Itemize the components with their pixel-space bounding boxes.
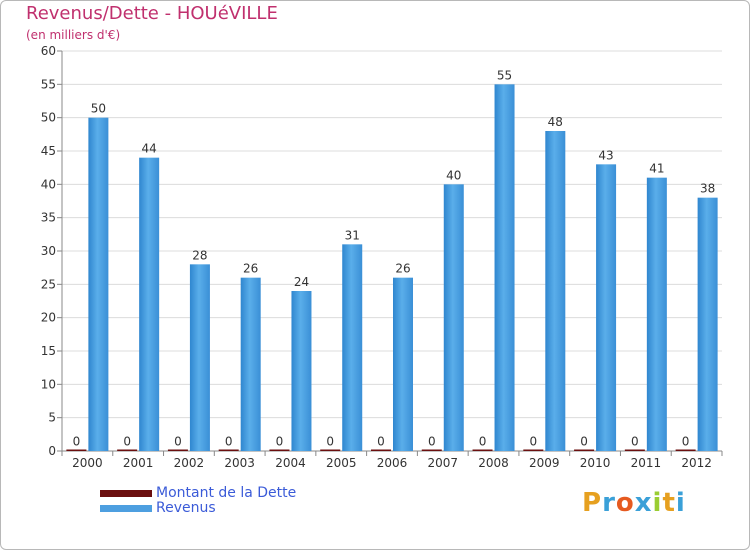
bar-dette: [624, 449, 645, 451]
data-label-dette: 0: [682, 435, 690, 449]
legend-label-dette: Montant de la Dette: [156, 485, 297, 501]
bar-dette: [117, 449, 138, 451]
bar-dette: [421, 449, 442, 451]
data-label-revenus: 38: [700, 182, 715, 196]
bar-revenus: [139, 157, 160, 451]
x-tick-label: 2001: [123, 456, 154, 470]
logo-letter: o: [615, 488, 635, 518]
data-label-revenus: 26: [395, 262, 410, 276]
data-label-revenus: 24: [294, 275, 309, 289]
bar-revenus: [342, 244, 363, 451]
data-label-revenus: 40: [446, 168, 461, 182]
data-label-dette: 0: [73, 435, 81, 449]
x-tick-label: 2002: [174, 456, 205, 470]
data-label-revenus: 28: [192, 248, 207, 262]
y-tick-label: 30: [41, 244, 56, 258]
legend-label-revenus: Revenus: [156, 500, 216, 516]
data-label-dette: 0: [276, 435, 284, 449]
x-tick-label: 2011: [631, 456, 662, 470]
chart-subtitle: (en milliers d'€): [26, 28, 121, 42]
data-label-revenus: 26: [243, 262, 258, 276]
bar-revenus: [596, 164, 617, 452]
bar-dette: [218, 449, 239, 451]
y-tick-label: 50: [41, 111, 56, 125]
bar-dette: [371, 449, 391, 451]
y-tick-label: 45: [41, 144, 56, 158]
data-label-revenus: 43: [598, 148, 613, 162]
data-label-revenus: 41: [649, 162, 664, 176]
bar-revenus: [189, 264, 210, 451]
data-label-dette: 0: [123, 435, 131, 449]
data-label-dette: 0: [326, 435, 334, 449]
y-tick-label: 40: [41, 177, 56, 191]
x-tick-label: 2004: [275, 456, 306, 470]
logo-letter: t: [662, 488, 676, 518]
data-label-dette: 0: [428, 435, 436, 449]
y-tick-label: 20: [41, 311, 56, 325]
data-label-dette: 0: [377, 435, 385, 449]
bar-revenus: [443, 184, 464, 452]
x-tick-label: 2003: [224, 456, 255, 470]
data-label-dette: 0: [580, 435, 588, 449]
y-tick-label: 35: [41, 211, 56, 225]
x-tick-label: 2010: [580, 456, 611, 470]
logo-letter: r: [602, 488, 616, 518]
y-tick-label: 15: [41, 344, 56, 358]
data-label-dette: 0: [479, 435, 487, 449]
y-tick-label: 5: [48, 411, 56, 425]
x-tick-label: 2008: [478, 456, 509, 470]
data-label-revenus: 48: [548, 115, 563, 129]
data-label-revenus: 31: [345, 228, 360, 242]
bar-dette: [66, 449, 87, 451]
bar-revenus: [646, 177, 667, 451]
legend-swatch-dette: [100, 490, 152, 497]
chart-title: Revenus/Dette - HOUéVILLE: [26, 3, 278, 24]
data-label-dette: 0: [174, 435, 182, 449]
bar-dette: [574, 449, 595, 451]
bar-revenus: [494, 84, 515, 451]
bar-dette: [167, 449, 188, 451]
data-label-revenus: 55: [497, 68, 512, 82]
x-tick-label: 2000: [72, 456, 103, 470]
data-label-dette: 0: [529, 435, 537, 449]
bar-dette: [320, 449, 341, 451]
legend-swatch-revenus: [100, 505, 152, 512]
bar-revenus: [697, 197, 718, 451]
bar-revenus: [88, 117, 109, 452]
x-tick-label: 2009: [529, 456, 560, 470]
proxiti-logo: Proxiti: [582, 488, 686, 518]
bar-revenus: [291, 291, 312, 451]
logo-letter: x: [634, 488, 653, 518]
logo-letter: i: [652, 488, 663, 518]
x-tick-label: 2006: [377, 456, 408, 470]
bar-revenus: [240, 277, 261, 451]
y-tick-label: 0: [48, 444, 56, 458]
bar-dette: [675, 449, 696, 451]
data-label-revenus: 44: [142, 142, 157, 156]
y-tick-label: 25: [41, 277, 56, 291]
bar-revenus: [393, 277, 413, 451]
data-label-dette: 0: [225, 435, 233, 449]
x-tick-label: 2007: [427, 456, 458, 470]
logo-letter: i: [675, 488, 686, 518]
bar-revenus: [545, 131, 566, 451]
y-tick-label: 10: [41, 377, 56, 391]
y-tick-label: 60: [41, 44, 56, 58]
logo-letter: P: [582, 488, 603, 518]
y-tick-label: 55: [41, 77, 56, 91]
data-label-dette: 0: [631, 435, 639, 449]
data-label-revenus: 50: [91, 102, 106, 116]
bar-dette: [472, 449, 493, 451]
bar-dette: [269, 449, 290, 451]
bar-dette: [523, 449, 544, 451]
x-tick-label: 2012: [681, 456, 712, 470]
x-tick-label: 2005: [326, 456, 357, 470]
